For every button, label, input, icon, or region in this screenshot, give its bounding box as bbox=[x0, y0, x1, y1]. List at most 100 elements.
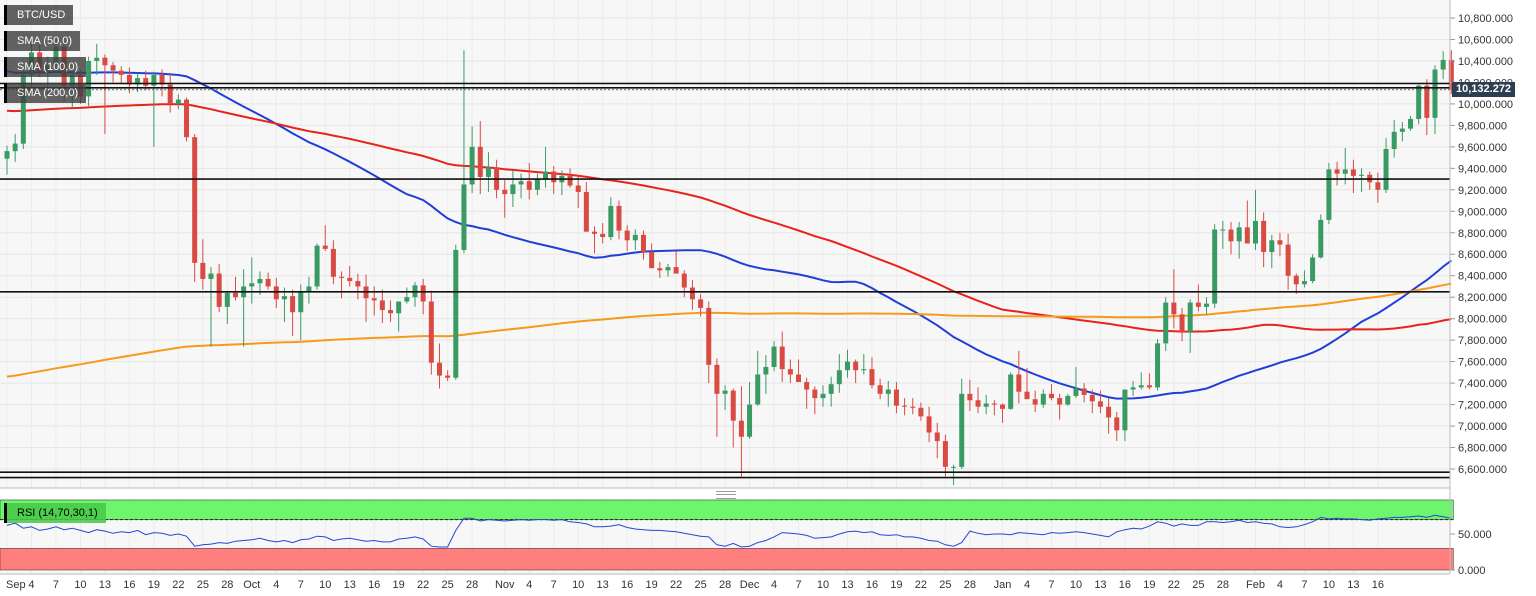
candle-body bbox=[722, 390, 728, 394]
candle-body bbox=[69, 74, 75, 86]
candle bbox=[975, 387, 981, 414]
candle bbox=[273, 277, 279, 308]
candle bbox=[575, 174, 581, 209]
candle-body bbox=[1293, 275, 1299, 285]
candle bbox=[812, 386, 818, 415]
candle bbox=[567, 168, 573, 188]
y-tick-label: 9,200.000 bbox=[1458, 185, 1507, 197]
candle bbox=[1440, 51, 1446, 80]
candle bbox=[314, 243, 320, 290]
candle-body bbox=[877, 385, 883, 394]
candle bbox=[1097, 390, 1103, 414]
candle bbox=[339, 271, 345, 299]
y-tick-label: 8,200.000 bbox=[1458, 292, 1507, 304]
candle-body bbox=[1277, 240, 1283, 245]
candle bbox=[624, 225, 630, 252]
legend-sma-200[interactable]: SMA (200,0) bbox=[4, 83, 87, 103]
candle-body bbox=[755, 374, 761, 405]
candle-body bbox=[445, 375, 451, 378]
rsi-axis: 50.000 0.000 bbox=[1450, 529, 1492, 577]
x-tick-label: 13 bbox=[344, 579, 356, 591]
candle bbox=[1301, 270, 1307, 288]
candle-body bbox=[918, 407, 924, 417]
candle-body bbox=[20, 74, 26, 144]
legend-sma-50[interactable]: SMA (50,0) bbox=[4, 31, 81, 51]
candle-body bbox=[453, 249, 459, 378]
candle bbox=[592, 226, 598, 254]
x-tick-label: 4 bbox=[526, 579, 532, 591]
candle-body bbox=[836, 370, 842, 385]
candle-body bbox=[926, 416, 932, 433]
candle-body bbox=[967, 393, 973, 401]
x-tick-label: 22 bbox=[670, 579, 682, 591]
candle-body bbox=[657, 268, 663, 271]
candle-body bbox=[485, 167, 491, 177]
candle-body bbox=[126, 74, 132, 85]
candle bbox=[192, 133, 198, 283]
candle bbox=[836, 354, 842, 393]
candle bbox=[722, 385, 728, 410]
candle-body bbox=[771, 346, 777, 367]
candle-body bbox=[600, 233, 606, 238]
candle-body bbox=[1440, 59, 1446, 70]
candle bbox=[330, 240, 336, 285]
candle bbox=[86, 56, 92, 107]
candle-body bbox=[1220, 229, 1226, 231]
candle-body bbox=[1008, 374, 1014, 409]
candle-body bbox=[1261, 220, 1267, 253]
candle-body bbox=[175, 99, 181, 104]
candle-body bbox=[379, 300, 385, 311]
candle-body bbox=[1244, 227, 1250, 244]
x-tick-label: 10 bbox=[1323, 579, 1335, 591]
pane-resize-handle[interactable] bbox=[716, 491, 736, 499]
y-tick-label: 7,600.000 bbox=[1458, 357, 1507, 369]
candle bbox=[200, 239, 206, 290]
candle bbox=[1114, 412, 1120, 442]
candle-body bbox=[1032, 399, 1038, 405]
candle-body bbox=[200, 262, 206, 279]
y-tick-label: 6,800.000 bbox=[1458, 443, 1507, 455]
legend-sma-100[interactable]: SMA (100,0) bbox=[4, 57, 87, 77]
x-tick-label: 13 bbox=[841, 579, 853, 591]
x-tick-label: 19 bbox=[890, 579, 902, 591]
candle bbox=[632, 229, 638, 250]
candle bbox=[1065, 393, 1071, 406]
candle bbox=[820, 385, 826, 407]
candle-body bbox=[616, 205, 622, 231]
candle-body bbox=[1122, 389, 1128, 431]
candle bbox=[208, 267, 214, 347]
candle-body bbox=[1326, 169, 1332, 220]
candle-body bbox=[902, 405, 908, 407]
candle-body bbox=[1016, 374, 1022, 392]
candle bbox=[216, 263, 222, 313]
candle-body bbox=[1432, 69, 1438, 118]
candle bbox=[910, 398, 916, 415]
legend-rsi[interactable]: RSI (14,70,30,1) bbox=[4, 503, 106, 523]
candle bbox=[1171, 269, 1177, 329]
sma-line-100 bbox=[6, 103, 1452, 333]
candle-body bbox=[1391, 131, 1397, 150]
candle bbox=[951, 464, 957, 486]
candle bbox=[1310, 254, 1316, 284]
candle bbox=[469, 126, 475, 194]
candle-body bbox=[526, 181, 532, 190]
support-resistance-lines bbox=[0, 82, 1450, 479]
candle-body bbox=[1155, 343, 1161, 388]
x-tick-label: 19 bbox=[1143, 579, 1155, 591]
candle-body bbox=[1399, 128, 1405, 132]
candle-body bbox=[216, 273, 222, 307]
legend-symbol[interactable]: BTC/USD bbox=[4, 5, 74, 25]
candle bbox=[135, 72, 141, 93]
x-tick-label: 13 bbox=[1094, 579, 1106, 591]
x-tick-label: 10 bbox=[1070, 579, 1082, 591]
candle-body bbox=[934, 432, 940, 442]
candle-body bbox=[779, 346, 785, 370]
candle bbox=[616, 200, 622, 240]
candle-body bbox=[290, 296, 296, 313]
sma-line-50 bbox=[6, 70, 1452, 400]
candle bbox=[1432, 65, 1438, 134]
candle bbox=[175, 94, 181, 110]
candle-body bbox=[1081, 388, 1087, 395]
candle-body bbox=[649, 252, 655, 269]
